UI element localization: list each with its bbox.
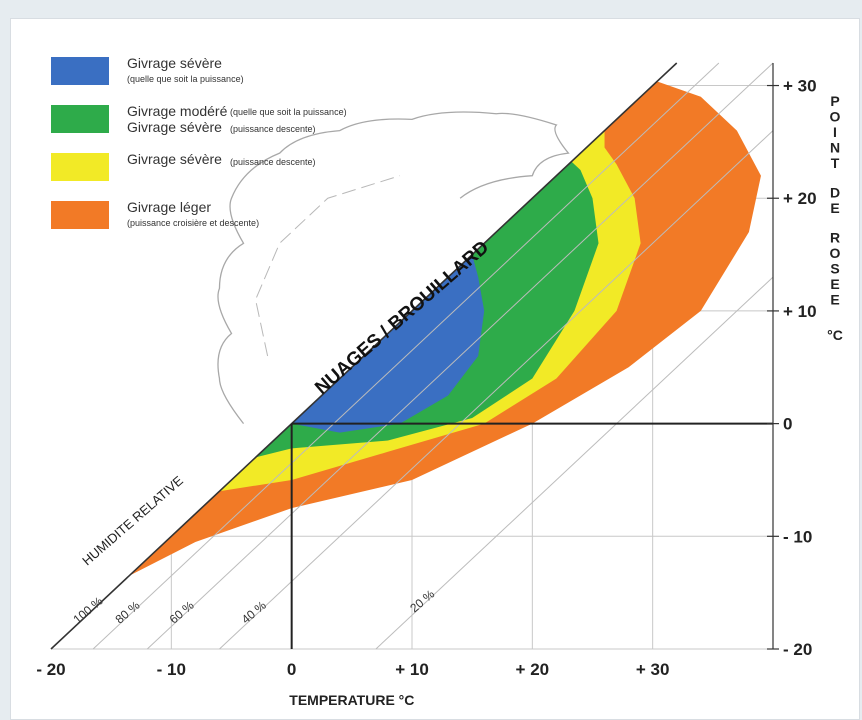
y-tick-label: + 30	[783, 77, 817, 96]
legend-label: Givrage sévère	[127, 151, 222, 167]
icing-zone-4	[291, 254, 485, 433]
rh-line-label: 100 %	[70, 594, 105, 627]
rh-line	[92, 62, 720, 650]
x-tick-label: + 30	[636, 660, 670, 679]
y-axis-title-letter: E	[830, 276, 839, 292]
y-axis-title-letter: E	[830, 200, 839, 216]
x-tick-label: - 10	[157, 660, 186, 679]
rh-line-label: 80 %	[113, 598, 143, 627]
y-tick-label: 0	[783, 415, 792, 434]
legend-sublabel: (quelle que soit la puissance)	[230, 107, 347, 117]
legend-swatch	[51, 153, 109, 181]
x-tick-label: - 20	[36, 660, 65, 679]
x-axis-title: TEMPERATURE °C	[289, 692, 414, 708]
x-tick-label: + 20	[516, 660, 550, 679]
rh-line	[50, 62, 678, 650]
y-tick-label: - 20	[783, 640, 812, 659]
legend-sublabel: (puissance descente)	[230, 124, 316, 134]
y-axis-title-letter: E	[830, 291, 839, 307]
y-axis-title-letter: T	[831, 155, 840, 171]
y-axis-title-unit: °C	[827, 327, 843, 343]
legend-sublabel: (puissance croisière et descente)	[127, 218, 259, 228]
chart-canvas: 100 % 80 % 60 % 40 % 20 % - 20- 10 0 + 10 + 20 + …	[10, 18, 860, 720]
legend-label: Givrage sévère	[127, 119, 222, 135]
rh-line	[375, 276, 774, 650]
cloud-outline	[217, 111, 570, 425]
y-axis-title-letter: D	[830, 184, 840, 200]
legend-sublabel: (quelle que soit la puissance)	[127, 74, 244, 84]
cloud-inner-stroke	[255, 175, 401, 357]
y-axis-title-letter: O	[830, 245, 841, 261]
legend-swatch	[51, 105, 109, 133]
legend-swatch	[51, 201, 109, 229]
y-axis-title-letter: N	[830, 139, 840, 155]
y-axis-title-letter: R	[830, 229, 840, 245]
y-axis-title-letter: O	[830, 108, 841, 124]
legend-label: Givrage sévère	[127, 55, 222, 71]
y-tick-label: - 10	[783, 527, 812, 546]
y-axis-title-letter: I	[833, 124, 837, 140]
x-tick-label: 0	[287, 660, 296, 679]
y-tick-label: + 10	[783, 302, 817, 321]
rh-line-label: 40 %	[239, 598, 269, 627]
x-tick-label: + 10	[395, 660, 429, 679]
legend-sublabel: (puissance descente)	[230, 157, 316, 167]
y-tick-label: + 20	[783, 189, 817, 208]
y-axis-title-letter: P	[830, 93, 839, 109]
legend-label: Givrage léger	[127, 199, 211, 215]
rh-line	[219, 130, 774, 650]
rh-line	[146, 62, 774, 650]
legend-label: Givrage modéré	[127, 103, 228, 119]
legend-swatch	[51, 57, 109, 85]
y-axis-title-letter: S	[830, 260, 839, 276]
icing-chart: 100 % 80 % 60 % 40 % 20 %- 20- 10 0 + 10 + 20 + …	[36, 55, 843, 708]
